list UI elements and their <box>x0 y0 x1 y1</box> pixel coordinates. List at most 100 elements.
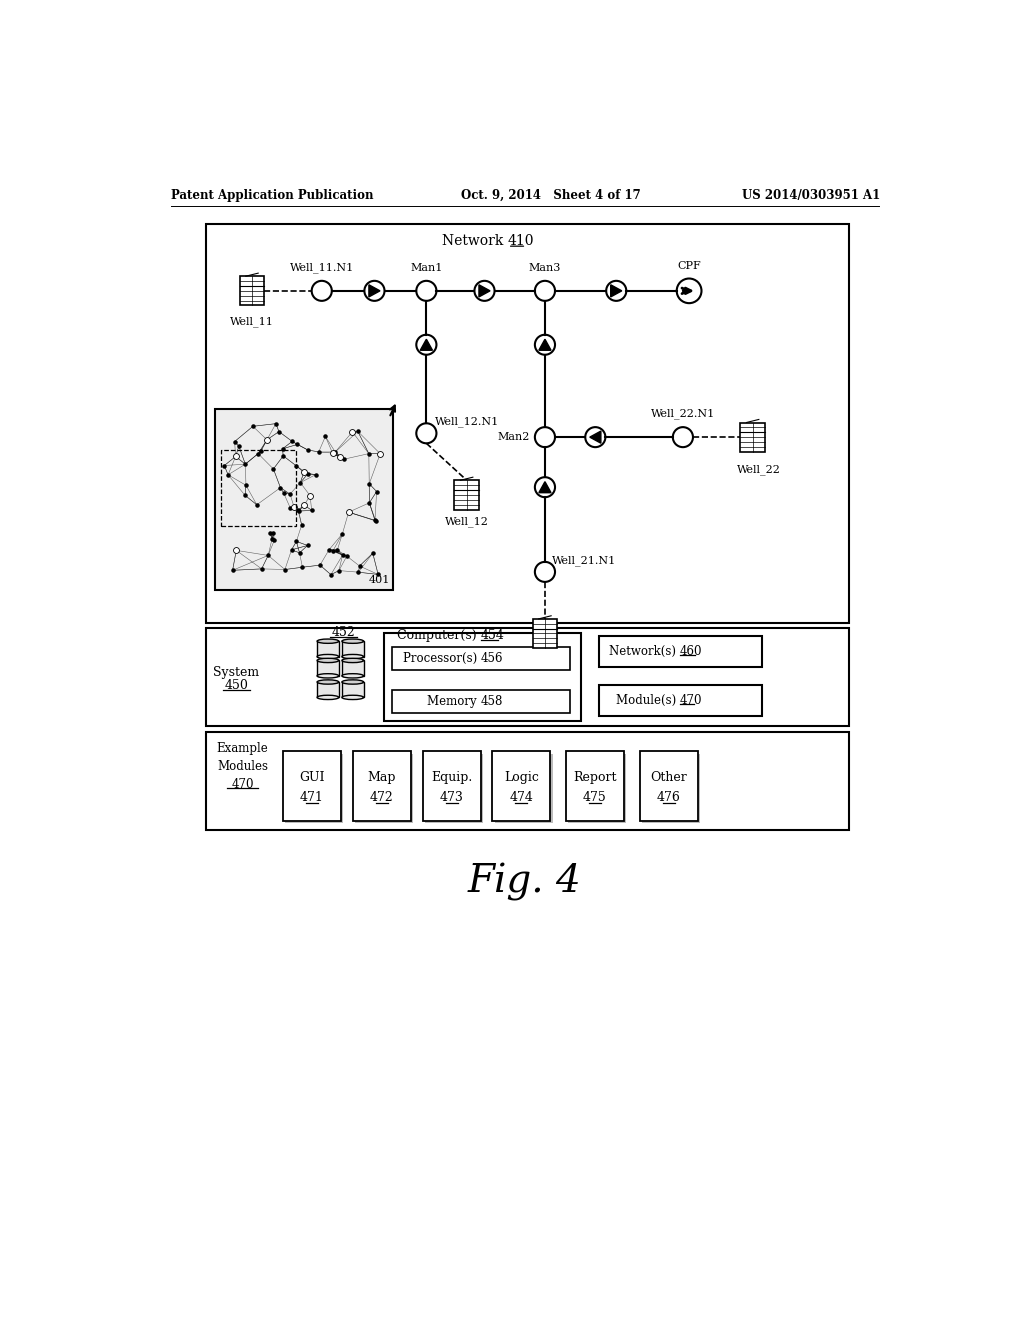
Polygon shape <box>610 285 622 297</box>
Point <box>250 444 266 465</box>
Point <box>220 465 237 486</box>
Text: 458: 458 <box>480 694 503 708</box>
Point <box>290 500 306 521</box>
Text: Well_11.N1: Well_11.N1 <box>290 263 354 273</box>
Text: Patent Application Publication: Patent Application Publication <box>171 189 373 202</box>
Point <box>299 535 315 556</box>
Point <box>237 484 253 506</box>
Text: Other: Other <box>650 771 687 784</box>
Text: Well_21.N1: Well_21.N1 <box>552 554 615 566</box>
FancyBboxPatch shape <box>391 647 569 671</box>
Ellipse shape <box>317 655 339 659</box>
Ellipse shape <box>342 655 364 659</box>
Text: Computer(s): Computer(s) <box>397 630 480 643</box>
Point <box>294 515 310 536</box>
Point <box>286 496 302 517</box>
Point <box>265 458 282 479</box>
Point <box>372 444 388 465</box>
Text: 454: 454 <box>480 630 505 643</box>
Point <box>224 560 241 581</box>
Text: Example
Modules
470: Example Modules 470 <box>217 742 268 791</box>
Point <box>299 440 315 461</box>
Ellipse shape <box>317 659 339 663</box>
Point <box>351 556 368 577</box>
Text: Memory: Memory <box>427 694 480 708</box>
Point <box>349 421 366 442</box>
Text: 410: 410 <box>508 234 535 248</box>
Point <box>296 495 312 516</box>
Point <box>264 528 281 549</box>
Text: Well_12: Well_12 <box>444 516 488 527</box>
FancyBboxPatch shape <box>206 224 849 623</box>
Text: 470: 470 <box>680 694 702 708</box>
Text: Logic: Logic <box>504 771 539 784</box>
Point <box>361 474 378 495</box>
FancyBboxPatch shape <box>425 754 483 822</box>
Point <box>300 463 316 484</box>
Point <box>367 510 383 531</box>
Point <box>294 557 310 578</box>
Text: System: System <box>213 667 259 680</box>
Point <box>325 540 341 561</box>
Text: Man1: Man1 <box>411 263 442 273</box>
Point <box>296 462 312 483</box>
Point <box>344 421 360 442</box>
Point <box>303 500 319 521</box>
Ellipse shape <box>317 696 339 700</box>
Point <box>321 539 337 560</box>
Bar <box>317 642 339 656</box>
Point <box>325 442 341 463</box>
Point <box>284 540 300 561</box>
Bar <box>532 619 557 648</box>
Point <box>270 421 287 442</box>
Point <box>227 446 244 467</box>
FancyBboxPatch shape <box>566 751 624 821</box>
Text: CPF: CPF <box>677 261 701 271</box>
Point <box>228 540 245 561</box>
Point <box>292 473 308 494</box>
Point <box>259 429 275 450</box>
Polygon shape <box>479 285 490 297</box>
Bar <box>455 480 479 510</box>
Point <box>372 444 388 465</box>
Ellipse shape <box>317 639 339 643</box>
FancyBboxPatch shape <box>568 754 627 822</box>
Ellipse shape <box>342 696 364 700</box>
FancyBboxPatch shape <box>352 751 411 821</box>
Point <box>334 523 350 544</box>
Ellipse shape <box>317 680 339 684</box>
Point <box>329 540 345 561</box>
Point <box>228 540 245 561</box>
Point <box>262 523 279 544</box>
Polygon shape <box>590 432 601 444</box>
Point <box>266 529 283 550</box>
Text: 476: 476 <box>656 791 681 804</box>
Point <box>254 558 270 579</box>
FancyBboxPatch shape <box>599 636 762 667</box>
Point <box>323 564 339 585</box>
Point <box>317 426 334 447</box>
Point <box>286 496 302 517</box>
Point <box>226 432 243 453</box>
Text: Map: Map <box>368 771 396 784</box>
Bar <box>740 422 765 451</box>
Text: Network: Network <box>442 234 508 248</box>
Point <box>238 475 254 496</box>
Point <box>283 498 299 519</box>
Point <box>275 482 292 503</box>
Point <box>249 494 265 515</box>
Point <box>311 554 328 576</box>
Point <box>276 558 293 579</box>
Point <box>360 444 377 465</box>
Point <box>302 486 318 507</box>
Point <box>336 449 352 470</box>
Text: Equip.: Equip. <box>431 771 472 784</box>
Polygon shape <box>420 339 432 350</box>
Text: Well_22.N1: Well_22.N1 <box>651 409 715 420</box>
Point <box>267 413 284 434</box>
Point <box>370 564 386 585</box>
FancyBboxPatch shape <box>640 751 697 821</box>
Point <box>332 446 348 467</box>
Point <box>272 477 289 498</box>
Text: 456: 456 <box>480 652 503 665</box>
